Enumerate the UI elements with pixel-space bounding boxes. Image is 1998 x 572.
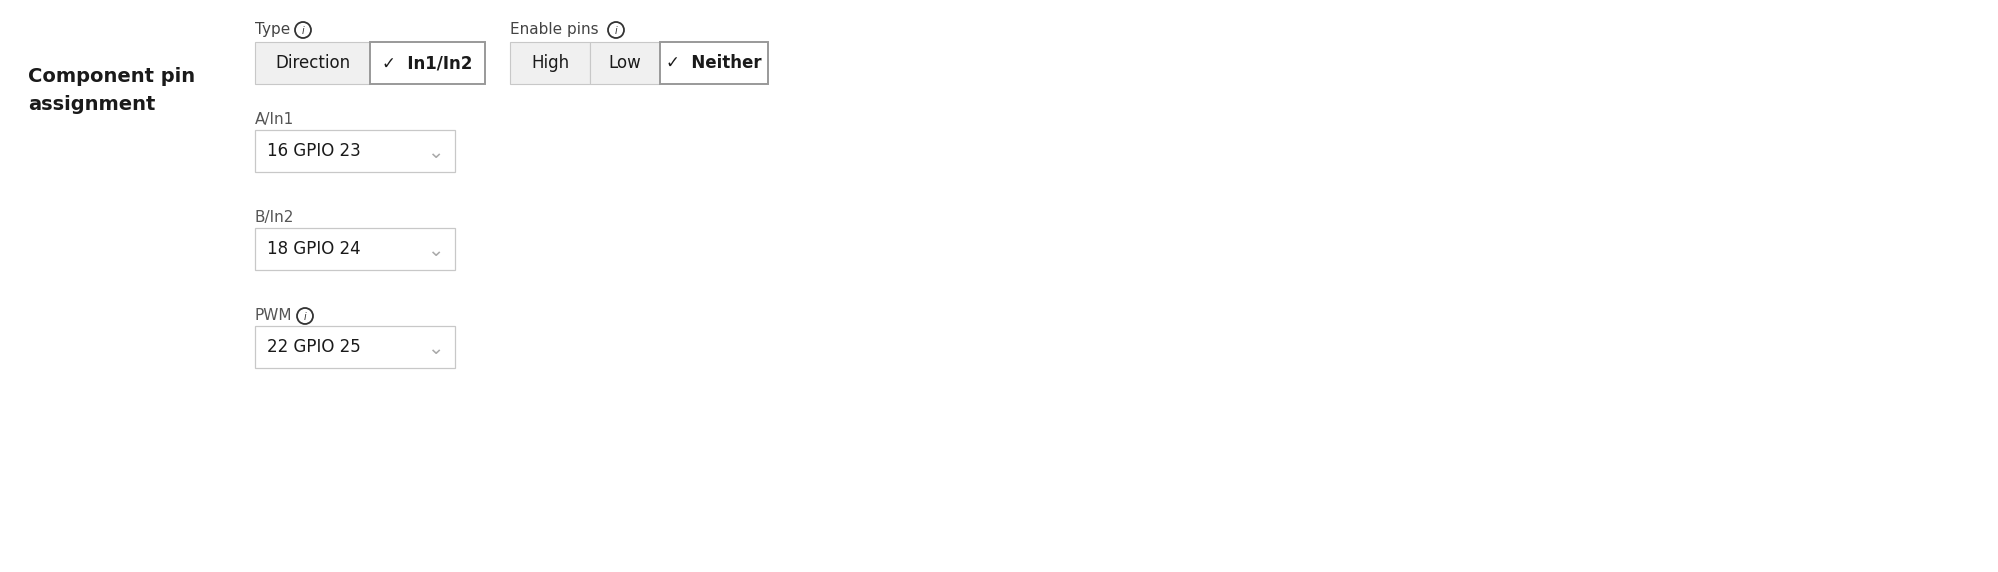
Text: High: High (531, 54, 569, 72)
FancyBboxPatch shape (256, 326, 456, 368)
FancyBboxPatch shape (589, 42, 659, 84)
Text: ⌄: ⌄ (428, 144, 444, 162)
Text: 22 GPIO 25: 22 GPIO 25 (268, 338, 360, 356)
FancyBboxPatch shape (256, 130, 456, 172)
Text: A/In1: A/In1 (256, 112, 294, 127)
Text: i: i (304, 312, 306, 321)
Text: Low: Low (607, 54, 641, 72)
Text: i: i (613, 26, 617, 35)
Text: Enable pins: Enable pins (509, 22, 597, 37)
Text: 16 GPIO 23: 16 GPIO 23 (268, 142, 360, 160)
Text: Component pin
assignment: Component pin assignment (28, 66, 196, 113)
Text: ✓  In1/In2: ✓ In1/In2 (382, 54, 472, 72)
Text: PWM: PWM (256, 308, 292, 323)
FancyBboxPatch shape (370, 42, 486, 84)
Text: Direction: Direction (276, 54, 350, 72)
Text: Type: Type (256, 22, 290, 37)
Text: 18 GPIO 24: 18 GPIO 24 (268, 240, 360, 258)
FancyBboxPatch shape (256, 42, 370, 84)
FancyBboxPatch shape (509, 42, 589, 84)
Text: ✓  Neither: ✓ Neither (665, 54, 761, 72)
Text: ⌄: ⌄ (428, 340, 444, 359)
Text: i: i (302, 26, 304, 35)
Text: B/In2: B/In2 (256, 210, 294, 225)
Text: ⌄: ⌄ (428, 241, 444, 260)
FancyBboxPatch shape (659, 42, 767, 84)
FancyBboxPatch shape (256, 228, 456, 270)
